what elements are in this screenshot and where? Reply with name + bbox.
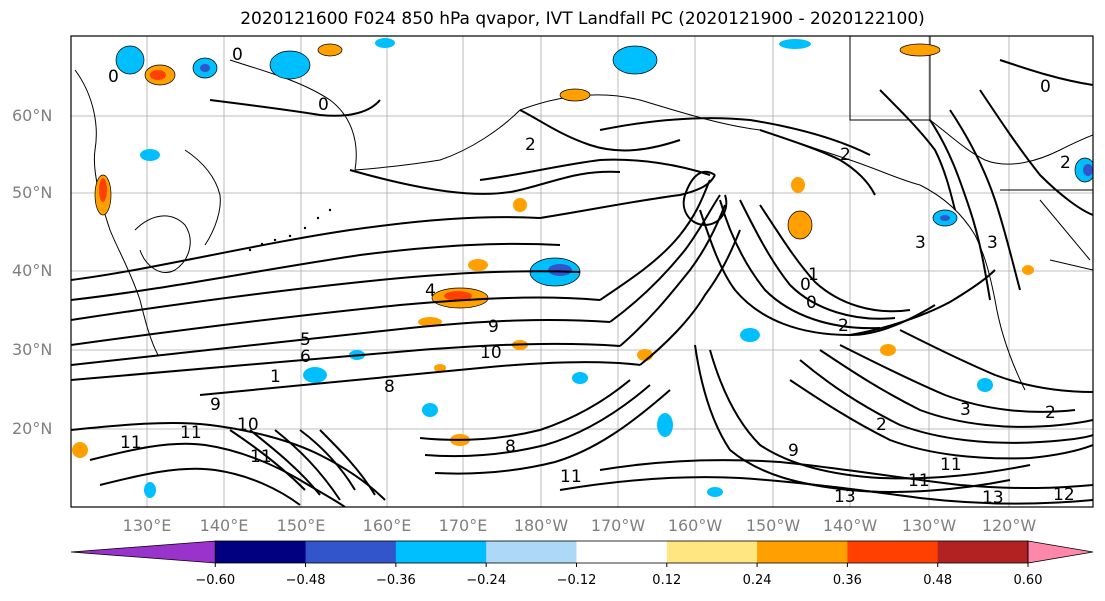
contour-label: 0 bbox=[108, 67, 119, 87]
contour-label: 0 bbox=[800, 275, 811, 295]
lon-label: 180°W bbox=[513, 516, 569, 535]
colorbar-segment bbox=[666, 541, 758, 563]
lon-label: 130°W bbox=[901, 516, 957, 535]
contour-label: 3 bbox=[915, 233, 926, 253]
contour-label: 13 bbox=[834, 487, 856, 507]
chart-title: 2020121600 F024 850 hPa qvapor, IVT Land… bbox=[240, 9, 925, 29]
qvapor-anomaly-shading bbox=[72, 38, 1093, 498]
colorbar-segment bbox=[576, 541, 668, 563]
contour-label: 1 bbox=[808, 265, 819, 285]
contour-label: 2 bbox=[525, 135, 536, 155]
contour-label: 11 bbox=[180, 423, 202, 443]
contour-label: 11 bbox=[908, 471, 930, 491]
lon-label: 150°W bbox=[745, 516, 801, 535]
contour-label: 3 bbox=[987, 233, 998, 253]
colorbar-segment bbox=[937, 541, 1029, 563]
contour-label: 0 bbox=[806, 293, 817, 313]
colorbar-tick-label: −0.60 bbox=[195, 573, 236, 588]
gridlines bbox=[71, 36, 1093, 507]
contour-label: 6 bbox=[300, 347, 311, 367]
contour-label: 8 bbox=[505, 437, 516, 457]
contour-label: 11 bbox=[940, 455, 962, 475]
contour-label: 11 bbox=[120, 433, 142, 453]
colorbar-segment bbox=[215, 541, 307, 563]
contour-label: 2 bbox=[1045, 403, 1056, 423]
contour-label: 9 bbox=[210, 395, 221, 415]
lon-label: 120°W bbox=[981, 516, 1037, 535]
contour-label: 8 bbox=[384, 377, 395, 397]
coastlines bbox=[74, 36, 1093, 391]
contour-label: 0 bbox=[318, 95, 329, 115]
lat-label: 30°N bbox=[12, 340, 53, 359]
colorbar-tick-label: −0.48 bbox=[285, 573, 326, 588]
lon-label: 140°E bbox=[199, 516, 249, 535]
colorbar-tick-label: −0.24 bbox=[466, 573, 507, 588]
contour-label: 0 bbox=[232, 45, 243, 65]
colorbar-segment bbox=[305, 541, 397, 563]
contour-label: 3 bbox=[960, 400, 971, 420]
contour-label: 11 bbox=[250, 447, 272, 467]
colorbar-segment bbox=[847, 541, 939, 563]
contour-label: 0 bbox=[1040, 77, 1051, 97]
lon-label: 140°W bbox=[822, 516, 878, 535]
contour-label: 1 bbox=[270, 367, 281, 387]
lon-label: 160°W bbox=[667, 516, 723, 535]
colorbar-tick-label: −0.36 bbox=[375, 573, 416, 588]
map-border bbox=[70, 35, 1094, 508]
colorbar-tick-label: 0.60 bbox=[1013, 573, 1043, 588]
ivt-contours bbox=[71, 59, 1093, 507]
contour-label: 2 bbox=[838, 316, 849, 336]
contour-label: 9 bbox=[488, 317, 499, 337]
lon-label: 130°E bbox=[122, 516, 172, 535]
colorbar-tick-label: 0.12 bbox=[652, 573, 682, 588]
lon-label: 150°E bbox=[276, 516, 326, 535]
lon-label: 170°W bbox=[590, 516, 646, 535]
contour-label: 10 bbox=[237, 415, 259, 435]
colorbar-segment bbox=[757, 541, 848, 563]
lon-label: 160°E bbox=[362, 516, 412, 535]
contour-label: 2 bbox=[840, 145, 851, 165]
contour-label: 10 bbox=[480, 343, 502, 363]
colorbar-tick-label: −0.12 bbox=[556, 573, 597, 588]
contour-label: 2 bbox=[1060, 153, 1071, 173]
colorbar-border bbox=[214, 540, 1029, 564]
colorbar-tick-label: 0.48 bbox=[923, 573, 953, 588]
lat-label: 50°N bbox=[12, 183, 53, 202]
colorbar-segment bbox=[486, 541, 577, 563]
contour-label: 9 bbox=[788, 441, 799, 461]
contour-label: 11 bbox=[560, 467, 582, 487]
lat-label: 40°N bbox=[12, 261, 53, 280]
contour-label: 5 bbox=[300, 330, 311, 350]
contour-label: 13 bbox=[982, 488, 1004, 508]
map-area bbox=[71, 36, 1093, 507]
colorbar-extend-low bbox=[70, 540, 216, 564]
colorbar bbox=[70, 540, 1094, 567]
lat-label: 20°N bbox=[12, 419, 53, 438]
lat-label: 60°N bbox=[12, 106, 53, 125]
lon-label: 170°E bbox=[438, 516, 488, 535]
colorbar-extend-high bbox=[1027, 540, 1094, 564]
colorbar-segment bbox=[395, 541, 487, 563]
contour-label: 4 bbox=[425, 281, 436, 301]
colorbar-tick-label: 0.24 bbox=[742, 573, 772, 588]
colorbar-tick-label: 0.36 bbox=[832, 573, 862, 588]
contour-label: 2 bbox=[876, 415, 887, 435]
contour-label: 12 bbox=[1053, 485, 1075, 505]
